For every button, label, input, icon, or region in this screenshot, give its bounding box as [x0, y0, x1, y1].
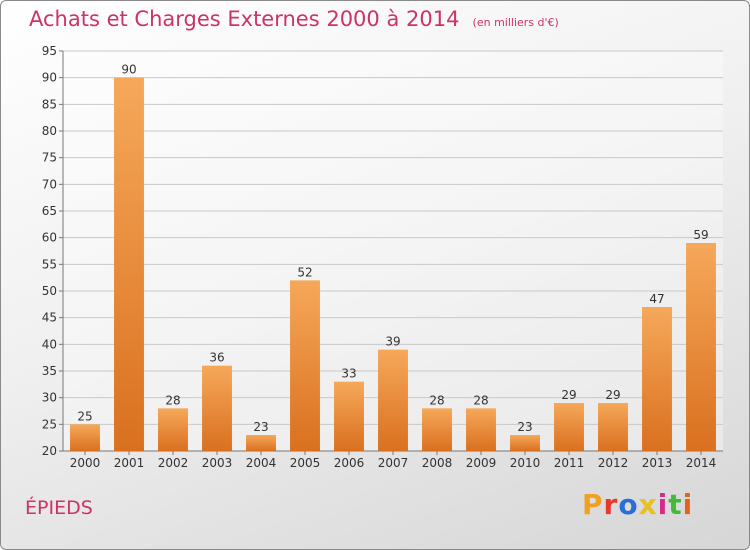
- y-tick-label: 80: [42, 124, 57, 138]
- y-tick-label: 55: [42, 257, 57, 271]
- y-tick-label: 60: [42, 231, 57, 245]
- x-tick-label: 2010: [510, 456, 541, 470]
- y-tick-label: 90: [42, 71, 57, 85]
- data-label: 29: [561, 388, 576, 402]
- bar: [422, 408, 452, 451]
- data-label: 28: [473, 393, 488, 407]
- logo-letter: i: [682, 488, 694, 521]
- data-label: 28: [165, 393, 180, 407]
- x-tick-label: 2003: [202, 456, 233, 470]
- x-tick-label: 2013: [642, 456, 673, 470]
- x-tick-label: 2011: [554, 456, 585, 470]
- bar: [466, 408, 496, 451]
- x-tick-label: 2008: [422, 456, 453, 470]
- data-label: 36: [209, 351, 224, 365]
- bar: [378, 349, 408, 451]
- town-name: ÉPIEDS: [25, 497, 93, 519]
- bar: [686, 243, 716, 451]
- y-tick-label: 45: [42, 311, 57, 325]
- x-tick-label: 2009: [466, 456, 497, 470]
- data-label: 59: [693, 228, 708, 242]
- bar: [158, 408, 188, 451]
- logo-letter: o: [618, 488, 639, 521]
- y-tick-label: 40: [42, 337, 57, 351]
- y-tick-label: 30: [42, 391, 57, 405]
- bar: [554, 403, 584, 451]
- y-tick-label: 50: [42, 284, 57, 298]
- x-tick-label: 2005: [290, 456, 321, 470]
- x-tick-label: 2007: [378, 456, 409, 470]
- y-tick-label: 85: [42, 97, 57, 111]
- data-label: 29: [605, 388, 620, 402]
- data-label: 25: [77, 409, 92, 423]
- bar: [334, 381, 364, 451]
- data-label: 33: [341, 367, 356, 381]
- y-tick-label: 95: [42, 44, 57, 58]
- x-tick-label: 2001: [114, 456, 145, 470]
- bar: [114, 77, 144, 452]
- data-label: 23: [253, 420, 268, 434]
- y-tick-label: 70: [42, 177, 57, 191]
- data-label: 52: [297, 265, 312, 279]
- y-tick-label: 25: [42, 417, 57, 431]
- bar: [642, 307, 672, 451]
- y-tick-label: 20: [42, 444, 57, 458]
- x-tick-label: 2012: [598, 456, 629, 470]
- proxiti-logo: Proxiti: [582, 488, 693, 521]
- x-tick-label: 2000: [70, 456, 101, 470]
- bar: [290, 280, 320, 451]
- data-label: 39: [385, 335, 400, 349]
- title-row: Achats et Charges Externes 2000 à 2014 (…: [29, 7, 559, 31]
- chart-title: Achats et Charges Externes 2000 à 2014: [29, 7, 460, 31]
- y-tick-label: 75: [42, 151, 57, 165]
- bar: [246, 435, 276, 451]
- bar: [70, 424, 100, 451]
- logo-letter: t: [668, 488, 683, 521]
- logo-letter: P: [582, 488, 604, 521]
- x-tick-label: 2014: [686, 456, 717, 470]
- logo-letter: x: [638, 488, 658, 521]
- bar: [202, 365, 232, 451]
- chart-unit: (en milliers d'€): [472, 16, 559, 29]
- logo-letter: i: [657, 488, 669, 521]
- data-label: 90: [121, 63, 136, 77]
- x-tick-label: 2006: [334, 456, 365, 470]
- bar: [510, 435, 540, 451]
- y-tick-label: 35: [42, 364, 57, 378]
- bar: [598, 403, 628, 451]
- x-tick-label: 2004: [246, 456, 277, 470]
- y-tick-label: 65: [42, 204, 57, 218]
- x-tick-label: 2002: [158, 456, 189, 470]
- logo-letter: r: [603, 488, 619, 521]
- data-label: 47: [649, 292, 664, 306]
- data-label: 23: [517, 420, 532, 434]
- data-label: 28: [429, 393, 444, 407]
